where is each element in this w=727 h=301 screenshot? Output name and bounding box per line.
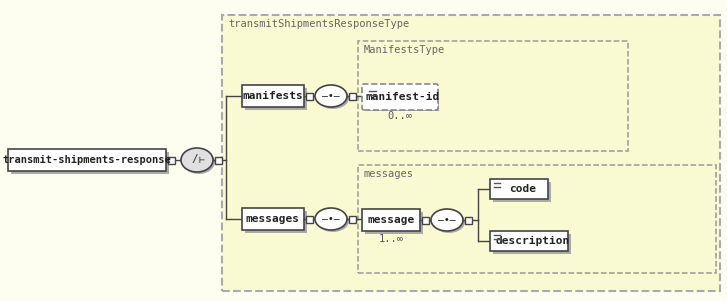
Ellipse shape: [317, 87, 349, 109]
Ellipse shape: [181, 148, 213, 172]
Bar: [167, 157, 174, 163]
Bar: [365, 212, 423, 234]
Bar: [348, 216, 356, 222]
Bar: [358, 165, 716, 273]
Bar: [245, 88, 307, 110]
Text: manifests: manifests: [243, 91, 303, 101]
Text: messages: messages: [364, 169, 414, 179]
Bar: [348, 92, 356, 100]
Text: —•—: —•—: [322, 214, 340, 224]
Ellipse shape: [431, 209, 463, 231]
Text: manifest-id: manifest-id: [366, 92, 440, 102]
Bar: [367, 89, 439, 111]
Bar: [305, 92, 313, 100]
Text: transmitShipmentsResponseType: transmitShipmentsResponseType: [228, 19, 409, 29]
Text: —•—: —•—: [438, 215, 456, 225]
Bar: [305, 216, 313, 222]
Text: message: message: [367, 215, 414, 225]
Text: messages: messages: [246, 214, 300, 224]
Text: transmit-shipments-response: transmit-shipments-response: [3, 155, 172, 165]
Bar: [358, 41, 628, 151]
Bar: [242, 85, 304, 107]
Bar: [493, 182, 551, 202]
Bar: [465, 216, 472, 224]
Text: code: code: [510, 184, 537, 194]
Ellipse shape: [315, 208, 347, 230]
Text: 1..∞: 1..∞: [379, 234, 403, 244]
Bar: [11, 152, 169, 174]
Ellipse shape: [317, 210, 349, 232]
Text: —•—: —•—: [322, 91, 340, 101]
Bar: [242, 208, 304, 230]
Ellipse shape: [315, 85, 347, 107]
Bar: [222, 15, 720, 291]
Bar: [362, 209, 420, 231]
Text: /: /: [192, 154, 198, 164]
Ellipse shape: [183, 150, 215, 174]
Bar: [8, 149, 166, 171]
Bar: [490, 179, 548, 199]
Bar: [493, 234, 571, 254]
Bar: [490, 231, 568, 251]
Ellipse shape: [433, 211, 465, 233]
Text: description: description: [496, 236, 570, 246]
Text: ⊢: ⊢: [198, 155, 204, 165]
Bar: [245, 211, 307, 233]
Bar: [422, 216, 428, 224]
Text: 0..∞: 0..∞: [387, 111, 412, 121]
Bar: [214, 157, 222, 163]
Text: ManifestsType: ManifestsType: [364, 45, 445, 55]
FancyBboxPatch shape: [362, 84, 438, 110]
